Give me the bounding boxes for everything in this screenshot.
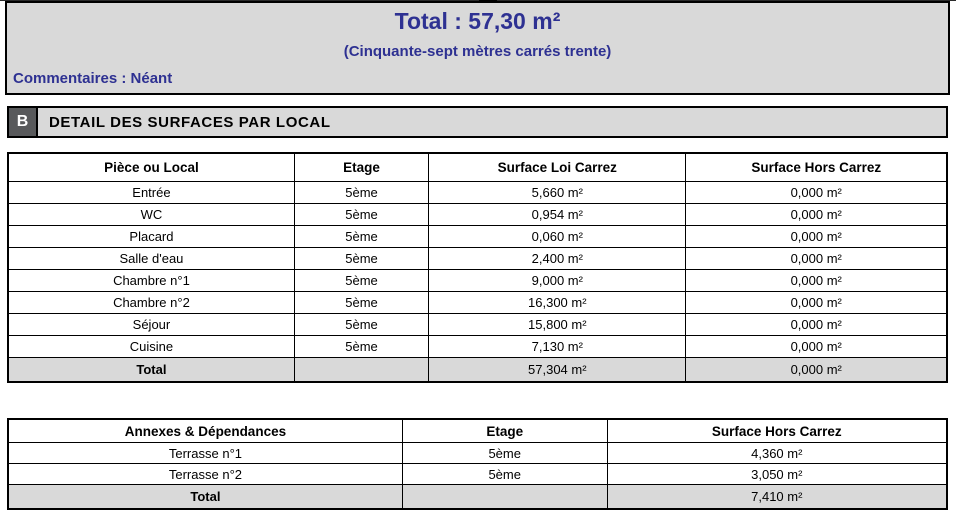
- cell-hors-carrez: 4,360 m²: [606, 442, 948, 464]
- cell-piece: Séjour: [7, 313, 295, 336]
- cell-piece: Chambre n°1: [7, 269, 295, 292]
- cell-piece: Chambre n°2: [7, 291, 295, 314]
- cell-etage: 5ème: [401, 463, 608, 485]
- cell-etage: 5ème: [293, 335, 430, 358]
- cell-hors-carrez: 0,000 m²: [685, 313, 948, 336]
- col-header-loi-carrez: Surface Loi Carrez: [428, 152, 687, 182]
- cell-etage: 5ème: [401, 442, 608, 464]
- table-row: Chambre n°2 5ème 16,300 m² 0,000 m²: [7, 291, 948, 314]
- table-row: Séjour 5ème 15,800 m² 0,000 m²: [7, 313, 948, 336]
- table-header-row: Pièce ou Local Etage Surface Loi Carrez …: [7, 152, 948, 182]
- col-header-etage: Etage: [293, 152, 430, 182]
- cell-hors-carrez: 3,050 m²: [606, 463, 948, 485]
- cell-hors-carrez: 0,000 m²: [685, 291, 948, 314]
- cell-piece: Entrée: [7, 181, 295, 204]
- total-row: Total 57,304 m² 0,000 m²: [7, 357, 948, 383]
- col-header-piece: Pièce ou Local: [7, 152, 295, 182]
- cell-etage: 5ème: [293, 181, 430, 204]
- col-header-annexes: Annexes & Dépendances: [7, 418, 403, 443]
- cell-piece: Salle d'eau: [7, 247, 295, 270]
- table-row: Terrasse n°2 5ème 3,050 m²: [7, 463, 948, 485]
- cell-hors-carrez: 0,000 m²: [685, 181, 948, 204]
- total-surface-value: Total : 57,30 m²: [394, 8, 561, 34]
- table-row: Terrasse n°1 5ème 4,360 m²: [7, 442, 948, 464]
- col-header-hors-carrez: Surface Hors Carrez: [606, 418, 948, 443]
- table-row: WC 5ème 0,954 m² 0,000 m²: [7, 203, 948, 226]
- total-row: Total 7,410 m²: [7, 484, 948, 510]
- table-row: Entrée 5ème 5,660 m² 0,000 m²: [7, 181, 948, 204]
- cell-piece: Placard: [7, 225, 295, 248]
- total-row-label: Total: [7, 357, 295, 383]
- cell-hors-carrez: 0,000 m²: [685, 203, 948, 226]
- cell-loi-carrez: 0,954 m²: [428, 203, 687, 226]
- cell-loi-carrez: 5,660 m²: [428, 181, 687, 204]
- col-header-etage: Etage: [401, 418, 608, 443]
- total-loi-carrez-value: 57,304 m²: [428, 357, 687, 383]
- col-header-hors-carrez: Surface Hors Carrez: [685, 152, 948, 182]
- section-letter-badge: B: [7, 106, 38, 138]
- table-row: Salle d'eau 5ème 2,400 m² 0,000 m²: [7, 247, 948, 270]
- annexes-dependances-table: Annexes & Dépendances Etage Surface Hors…: [7, 418, 948, 510]
- cell-piece: WC: [7, 203, 295, 226]
- table-row: Placard 5ème 0,060 m² 0,000 m²: [7, 225, 948, 248]
- cell-loi-carrez: 7,130 m²: [428, 335, 687, 358]
- cell-etage: 5ème: [293, 291, 430, 314]
- cell-annexe: Terrasse n°2: [7, 463, 403, 485]
- total-row-label: Total: [7, 484, 403, 510]
- cell-loi-carrez: 2,400 m²: [428, 247, 687, 270]
- cell-hors-carrez: 0,000 m²: [685, 225, 948, 248]
- comments-line: Commentaires : Néant: [13, 70, 173, 87]
- cell-etage: 5ème: [293, 203, 430, 226]
- cell-piece: Cuisine: [7, 335, 295, 358]
- table-row: Cuisine 5ème 7,130 m² 0,000 m²: [7, 335, 948, 358]
- table-row: Chambre n°1 5ème 9,000 m² 0,000 m²: [7, 269, 948, 292]
- cell-loi-carrez: 15,800 m²: [428, 313, 687, 336]
- total-surface-in-words: (Cinquante-sept mètres carrés trente): [343, 43, 612, 60]
- page-top-cropped-line: [0, 0, 956, 1]
- total-hors-carrez-value: 7,410 m²: [606, 484, 948, 510]
- cell-loi-carrez: 16,300 m²: [428, 291, 687, 314]
- surfaces-per-room-table: Pièce ou Local Etage Surface Loi Carrez …: [7, 152, 948, 383]
- total-row-etage: [401, 484, 608, 510]
- cell-etage: 5ème: [293, 225, 430, 248]
- cell-hors-carrez: 0,000 m²: [685, 269, 948, 292]
- total-hors-carrez-value: 0,000 m²: [685, 357, 948, 383]
- total-row-etage: [293, 357, 430, 383]
- section-b-header: B DETAIL DES SURFACES PAR LOCAL: [7, 106, 948, 138]
- table-header-row: Annexes & Dépendances Etage Surface Hors…: [7, 418, 948, 443]
- cell-hors-carrez: 0,000 m²: [685, 335, 948, 358]
- cell-loi-carrez: 0,060 m²: [428, 225, 687, 248]
- cell-hors-carrez: 0,000 m²: [685, 247, 948, 270]
- cell-loi-carrez: 9,000 m²: [428, 269, 687, 292]
- cell-etage: 5ème: [293, 313, 430, 336]
- total-summary-box: Total : 57,30 m² (Cinquante-sept mètres …: [5, 1, 950, 95]
- section-title: DETAIL DES SURFACES PAR LOCAL: [38, 106, 948, 138]
- cell-annexe: Terrasse n°1: [7, 442, 403, 464]
- cell-etage: 5ème: [293, 269, 430, 292]
- cell-etage: 5ème: [293, 247, 430, 270]
